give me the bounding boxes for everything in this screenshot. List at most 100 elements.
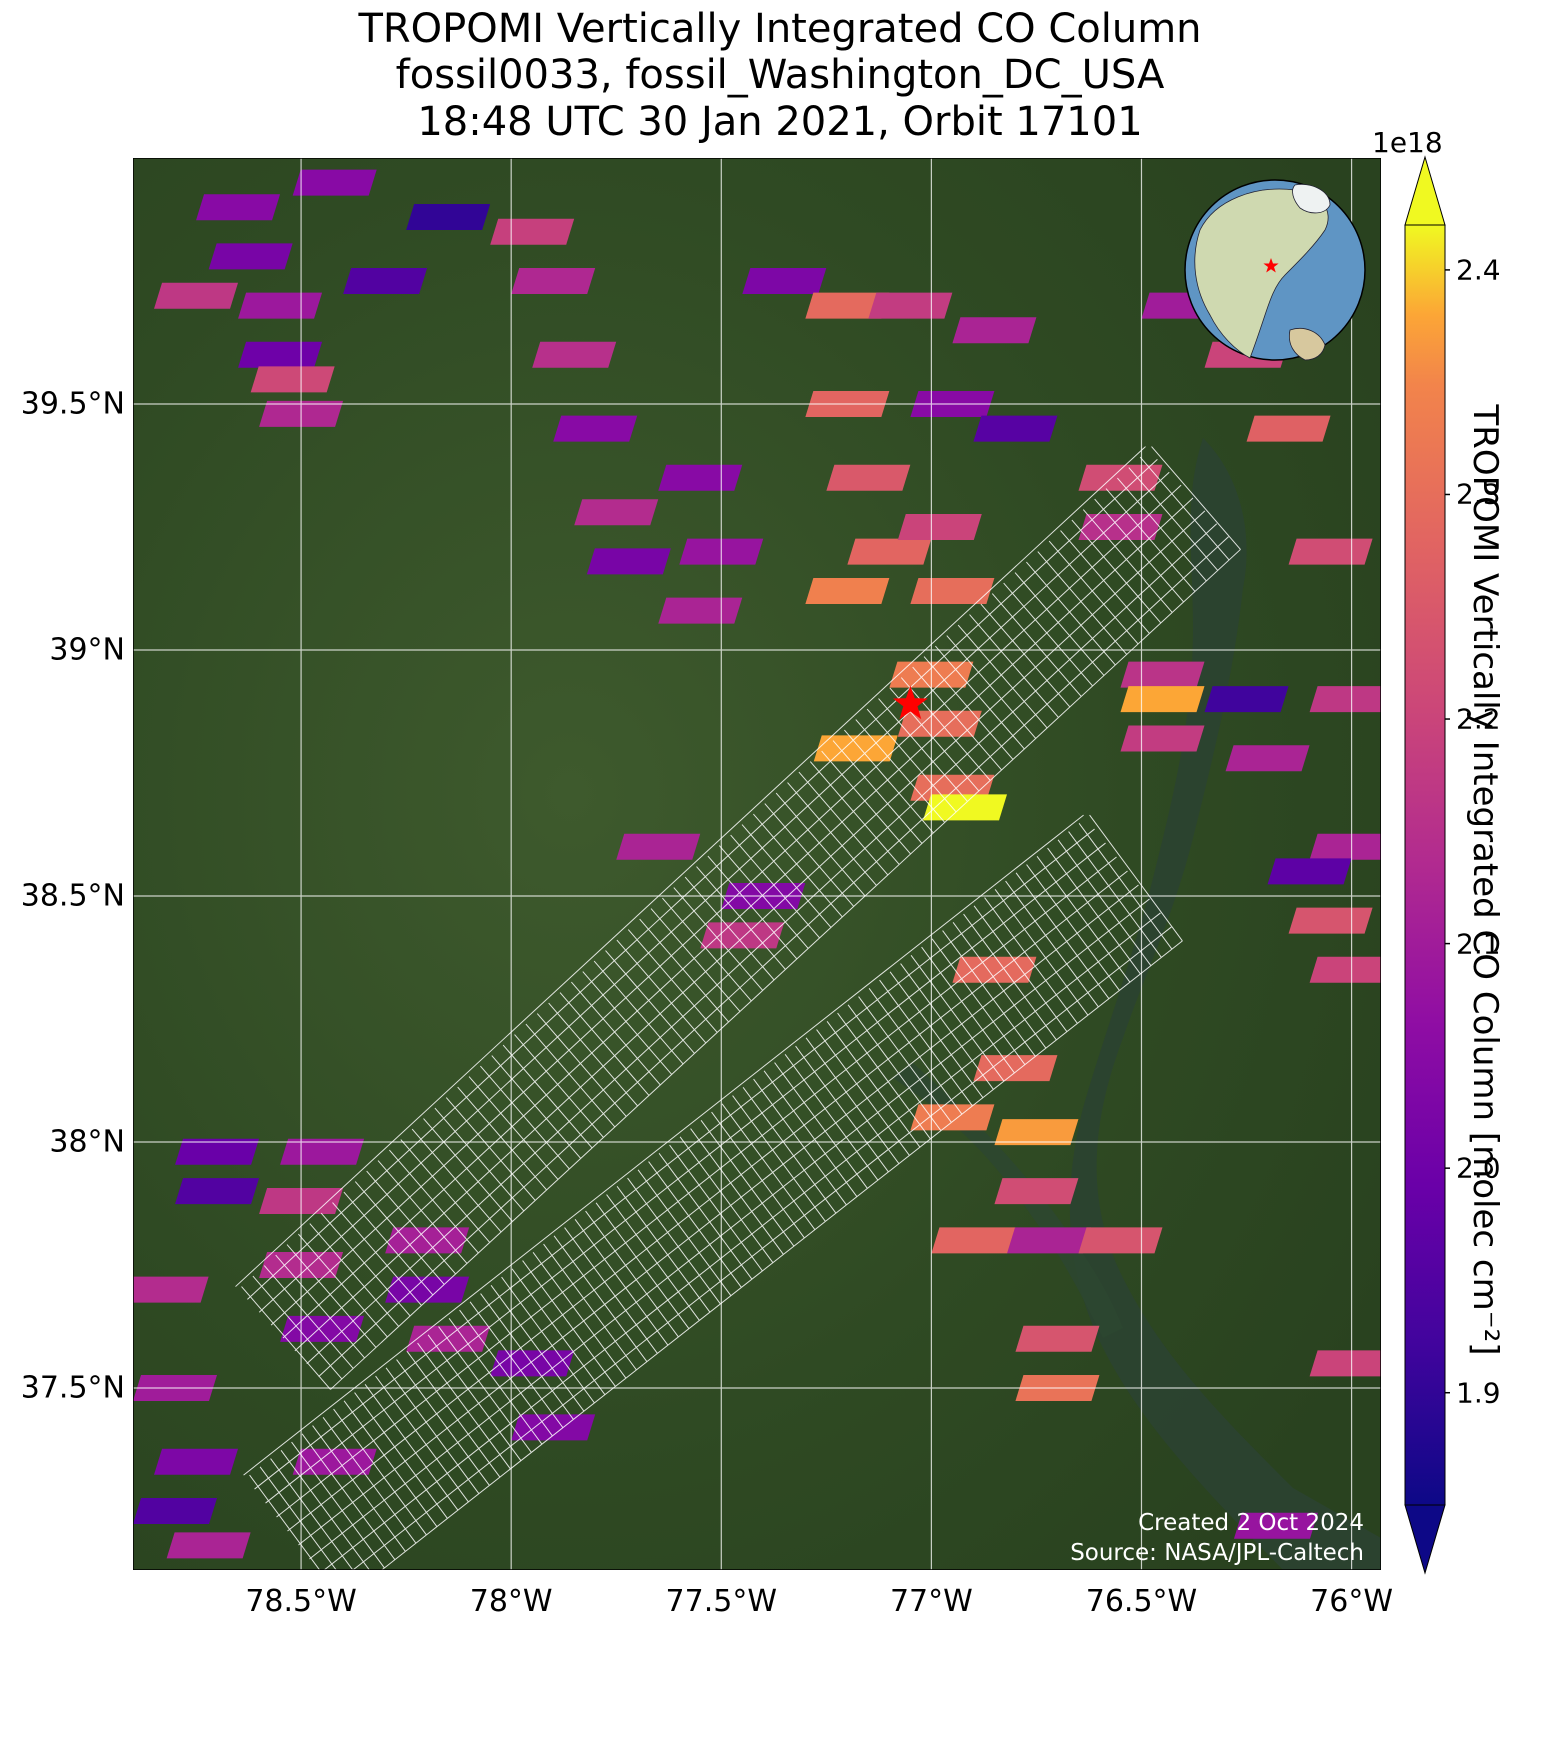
colorbar-tick-label: 1.9 [1456, 1376, 1501, 1410]
swath-gridline [775, 792, 866, 897]
swath-gridline [235, 446, 1146, 1287]
swath-gridline [994, 889, 1089, 1016]
co-pixel [175, 1178, 260, 1205]
swath-gridline [312, 1425, 406, 1552]
co-pixel [1309, 956, 1381, 983]
swath-gridline [963, 913, 1057, 1041]
swath-gridline [254, 828, 1095, 1490]
swath-gridline [730, 834, 820, 939]
y-tick-label: 38°N [49, 1124, 125, 1160]
co-pixel [250, 366, 335, 393]
swath-gridline [354, 1181, 445, 1285]
colorbar-tick-marks [1445, 269, 1450, 1394]
swath-gridline [923, 656, 1014, 760]
swath-gridline [696, 866, 786, 970]
swath-gridline [448, 1318, 543, 1445]
swath-gridline [385, 1367, 480, 1494]
co-pixel [280, 1138, 365, 1165]
co-pixel [994, 1178, 1079, 1205]
swath-gridline [816, 1029, 910, 1156]
co-pixel [742, 267, 827, 294]
satellite-swaths [235, 446, 1241, 1570]
colorbar-tick-label: 2.2 [1456, 702, 1501, 736]
swath-gridline [306, 523, 1218, 1365]
swath-gridline [396, 1359, 490, 1486]
co-pixel [511, 267, 596, 294]
swath-gridline [669, 1144, 763, 1272]
swath-gridline [1037, 551, 1128, 655]
co-pixel [1015, 1325, 1100, 1352]
co-pixel [1233, 1512, 1318, 1539]
co-pixel [133, 1497, 218, 1524]
swath-gridline [298, 1233, 388, 1338]
swath-gridline [921, 946, 1015, 1074]
swath-gridline [1057, 839, 1152, 966]
colorbar-label: TROPOMI Vertically Integrated CO Column … [1465, 404, 1505, 1356]
swath-gridline [595, 1202, 690, 1329]
colorbar-extend-min [1404, 1504, 1446, 1575]
swath-gridline [434, 1107, 525, 1212]
co-pixel [586, 548, 671, 575]
swath-gridline [690, 1128, 784, 1255]
swath-gridline [438, 1326, 532, 1453]
swath-gridline [837, 1012, 931, 1140]
swath-gridline [553, 1235, 648, 1362]
co-pixel [658, 464, 743, 491]
swath-gridline [969, 614, 1059, 718]
title-line-2: fossil0033, fossil_Washington_DC_USA [395, 52, 1165, 98]
swath-gridline [511, 1268, 606, 1395]
x-tick-label: 76.5°W [1085, 1584, 1198, 1619]
title-line-3: 18:48 UTC 30 Jan 2021, Orbit 17101 [417, 99, 1143, 145]
swath-gridline [322, 1417, 417, 1544]
swath-gridline [931, 938, 1026, 1065]
co-pixel [616, 833, 701, 860]
swath-gridline [1139, 456, 1230, 561]
swath-gridline [241, 1286, 331, 1390]
swath-gridline [784, 1054, 879, 1181]
swath-gridline [536, 1013, 627, 1117]
swath-gridline [411, 1128, 502, 1233]
co-pixel [133, 1276, 209, 1303]
swath-gridline [423, 1118, 513, 1222]
swath-gridline [1036, 856, 1131, 983]
co-pixel [910, 1104, 995, 1131]
co-pixel [154, 1448, 239, 1475]
swath-gridline [1068, 831, 1162, 958]
target-site-star-icon [892, 685, 928, 720]
swath-gridline [900, 677, 991, 781]
chesapeake-bay [1069, 438, 1381, 1570]
co-pixel [532, 341, 617, 368]
swath-gridline [721, 1103, 816, 1230]
swath-gridline [333, 1408, 427, 1536]
colorbar-exponent: 1e18 [1372, 126, 1443, 159]
created-date-text: Created 2 Oct 2024 [1138, 1510, 1364, 1536]
swath-gridline [1014, 572, 1105, 676]
potomac-river [893, 1063, 1123, 1338]
south-america-landmass [1288, 328, 1326, 361]
swath-gridline [276, 856, 1117, 1518]
colorbar-tick-label: 2.3 [1456, 477, 1501, 511]
x-tick-label: 76°W [1310, 1584, 1393, 1619]
swath-gridline [309, 1223, 400, 1327]
x-tick-label: 78°W [469, 1584, 553, 1619]
swath-gridline [280, 1450, 371, 1570]
co-pixel [1120, 686, 1205, 713]
swath-gridline [1026, 864, 1120, 991]
swath-gridline [826, 1021, 921, 1148]
swath-gridline [468, 1076, 559, 1180]
co-pixel [658, 597, 743, 624]
swath-gridline [480, 1065, 570, 1170]
co-pixel [574, 499, 659, 526]
swath-gridline [330, 549, 1241, 1390]
swath-gridline [593, 960, 684, 1065]
swath-gridline [658, 1153, 753, 1280]
colorbar-tick-label: 2.4 [1456, 253, 1501, 287]
swath-gridline [564, 1227, 658, 1354]
swath-gridline [1005, 880, 1099, 1008]
x-tick-label: 77.5°W [665, 1584, 778, 1619]
swath-gridline [805, 1037, 900, 1164]
swath-gridline [559, 992, 650, 1096]
swath-gridline [1105, 488, 1196, 592]
swath-gridline [858, 996, 952, 1123]
co-pixel [292, 169, 377, 196]
